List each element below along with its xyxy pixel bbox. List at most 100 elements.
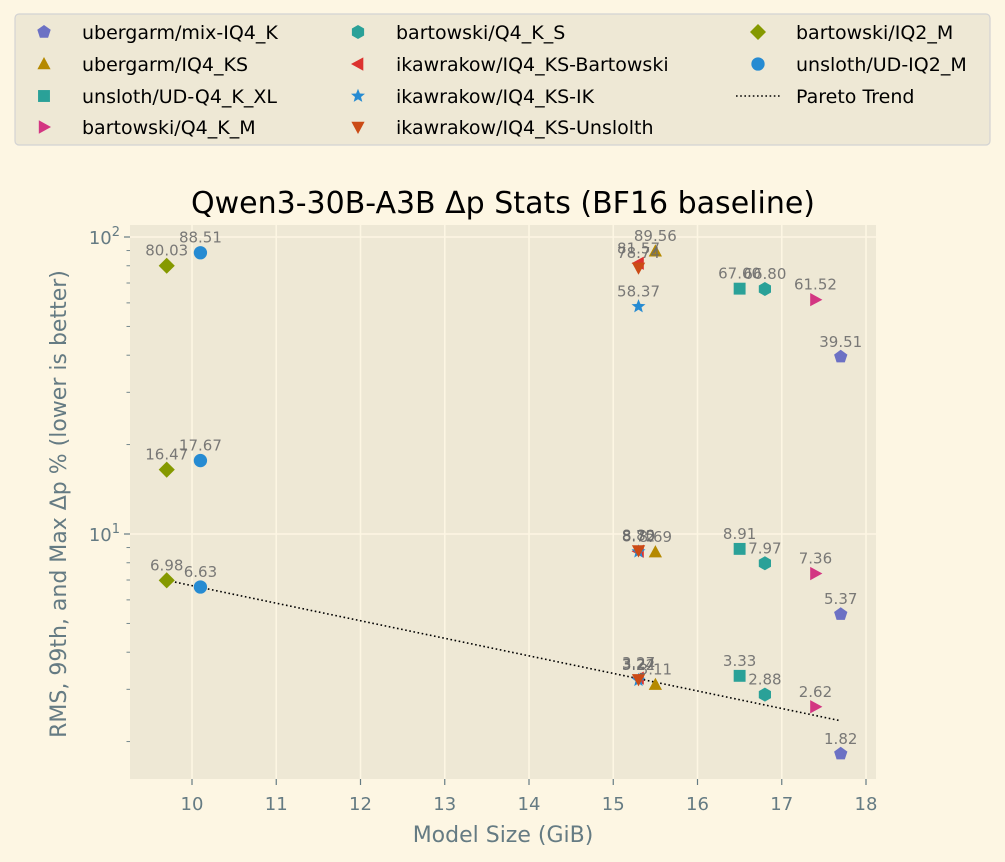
y-axis: 101 102 (89, 225, 130, 743)
point-label-unsloth-ud-iq2-m: 17.67 (179, 437, 222, 455)
point-label-ubergarm-iq4-ks: 89.56 (634, 227, 677, 245)
x-tick-label: 14 (518, 794, 541, 815)
point-labels: 39.51 5.37 1.82 89.56 8.69 3.11 67.00 8.91 3.33 6… (145, 227, 862, 748)
point-label-bartowski-q4-k-s: 7.97 (748, 539, 781, 557)
point-ubergarm-iq4-ks (648, 244, 662, 257)
legend-marker-unsloth-ud-iq2-m (751, 57, 765, 71)
x-tick-label: 15 (602, 794, 625, 815)
legend-marker-ikawrakow-iq4-ks-unslolth (351, 121, 365, 134)
point-unsloth-ud-q4-k-xl (733, 282, 746, 295)
legend-label-pareto-trend: Pareto Trend (796, 86, 914, 108)
point-label-ikawrakow-iq4-ks-bartowski: 3.27 (622, 654, 655, 672)
legend-marker-unsloth-ud-q4-k-xl (38, 90, 50, 102)
point-label-bartowski-iq2-m: 6.98 (150, 556, 183, 574)
legend-marker-ubergarm-mix-iq4-k (37, 25, 51, 38)
x-tick-label: 11 (265, 794, 288, 815)
point-ikawrakow-iq4-ks-unslolth (631, 674, 646, 687)
point-label-ubergarm-iq4-ks: 8.69 (639, 528, 672, 546)
point-bartowski-q4-k-s (758, 556, 771, 571)
y-tick-label: 102 (89, 225, 120, 249)
point-unsloth-ud-iq2-m (193, 580, 208, 594)
legend-marker-ubergarm-iq4-ks (37, 57, 51, 70)
x-tick-label: 10 (181, 794, 204, 815)
point-label-ubergarm-mix-iq4-k: 5.37 (824, 590, 857, 608)
pareto-trend-line (166, 579, 841, 722)
point-bartowski-q4-k-m (810, 293, 823, 307)
x-tick-label: 18 (855, 794, 878, 815)
legend-marker-ikawrakow-iq4-ks-bartowski (351, 57, 364, 71)
point-label-bartowski-q4-k-s: 2.88 (748, 671, 781, 689)
point-bartowski-q4-k-s (758, 282, 771, 296)
data-points (158, 244, 848, 760)
point-label-ikawrakow-iq4-ks-unslolth: 78.74 (617, 244, 660, 262)
point-label-bartowski-q4-k-s: 66.80 (743, 265, 786, 283)
legend-marker-bartowski-q4-k-m (38, 120, 51, 134)
legend-marker-bartowski-iq2-m (750, 24, 766, 40)
point-label-ikawrakow-iq4-ks-ik: 3.22 (622, 656, 655, 674)
legend-label-unsloth-ud-q4-k-xl: unsloth/UD-Q4_K_XL (82, 86, 277, 108)
point-label-unsloth-ud-iq2-m: 6.63 (184, 563, 217, 581)
plot-area (130, 225, 876, 779)
point-label-bartowski-iq2-m: 16.47 (145, 446, 188, 464)
y-tick-label: 101 (89, 522, 120, 546)
point-bartowski-iq2-m (158, 572, 175, 589)
point-label-ikawrakow-iq4-ks-bartowski: 81.57 (617, 239, 660, 257)
x-tick-label: 16 (686, 794, 709, 815)
legend-label-ikawrakow-iq4-ks-unslolth: ikawrakow/IQ4_KS-Unslolth (396, 117, 654, 139)
point-unsloth-ud-q4-k-xl (733, 669, 746, 682)
legend-label-ubergarm-mix-iq4-k: ubergarm/mix-IQ4_K (82, 22, 278, 44)
point-label-bartowski-q4-k-m: 7.36 (799, 550, 832, 568)
point-ubergarm-mix-iq4-k (834, 746, 848, 760)
legend-marker-bartowski-q4-k-s (351, 25, 365, 39)
point-label-ikawrakow-iq4-ks-unslolth: 3.24 (622, 655, 655, 673)
point-ubergarm-iq4-ks (648, 677, 662, 690)
point-ikawrakow-iq4-ks-ik (631, 299, 646, 313)
point-label-ubergarm-mix-iq4-k: 1.82 (824, 730, 857, 748)
x-tick-label: 12 (349, 794, 372, 815)
y-axis-label: RMS, 99th, and Max Δp % (lower is better… (47, 270, 72, 738)
point-label-bartowski-iq2-m: 80.03 (145, 242, 188, 260)
point-label-unsloth-ud-iq2-m: 88.51 (179, 229, 222, 247)
x-tick-label: 17 (770, 794, 793, 815)
point-ikawrakow-iq4-ks-unslolth (631, 262, 646, 275)
point-bartowski-iq2-m (158, 257, 175, 274)
legend-label-bartowski-iq2-m: bartowski/IQ2_M (796, 22, 953, 44)
point-label-bartowski-q4-k-m: 61.52 (794, 276, 837, 294)
legend-frame (14, 13, 991, 146)
point-bartowski-q4-k-m (810, 566, 823, 581)
point-label-ikawrakow-iq4-ks-ik: 58.37 (617, 282, 660, 300)
legend-marker-ikawrakow-iq4-ks-ik (351, 88, 365, 102)
point-label-ubergarm-mix-iq4-k: 39.51 (819, 333, 862, 351)
point-ubergarm-iq4-ks (648, 545, 662, 558)
legend-label-unsloth-ud-iq2-m: unsloth/UD-IQ2_M (796, 54, 967, 76)
chart-title: Qwen3-30B-A3B Δp Stats (BF16 baseline) (191, 186, 815, 221)
legend-label-bartowski-q4-k-s: bartowski/Q4_K_S (396, 22, 565, 44)
grid-lines (130, 225, 876, 779)
x-axis: 10 11 12 13 14 15 16 17 18 (181, 779, 878, 815)
point-unsloth-ud-iq2-m (193, 246, 208, 260)
point-label-unsloth-ud-q4-k-xl: 67.00 (718, 265, 761, 283)
point-bartowski-q4-k-m (810, 700, 823, 714)
point-ikawrakow-iq4-ks-unslolth (631, 545, 646, 558)
point-label-ikawrakow-iq4-ks-ik: 8.72 (622, 528, 655, 546)
legend-label-bartowski-q4-k-m: bartowski/Q4_K_M (82, 117, 256, 139)
x-axis-label: Model Size (GiB) (413, 823, 594, 848)
point-label-ikawrakow-iq4-ks-unslolth: 8.80 (622, 526, 655, 544)
point-label-ikawrakow-iq4-ks-bartowski: 8.75 (622, 527, 655, 545)
point-label-unsloth-ud-q4-k-xl: 8.91 (723, 525, 756, 543)
x-tick-label: 13 (433, 794, 456, 815)
legend-label-ikawrakow-iq4-ks-ik: ikawrakow/IQ4_KS-IK (396, 86, 595, 108)
point-ubergarm-mix-iq4-k (834, 349, 848, 363)
legend-label-ikawrakow-iq4-ks-bartowski: ikawrakow/IQ4_KS-Bartowski (396, 54, 669, 76)
legend-label-ubergarm-iq4-ks: ubergarm/IQ4_KS (82, 54, 248, 76)
pareto-trend (166, 579, 841, 722)
legend: ubergarm/mix-IQ4_Kubergarm/IQ4_KSunsloth… (14, 13, 991, 146)
point-unsloth-ud-iq2-m (193, 453, 208, 468)
point-label-unsloth-ud-q4-k-xl: 3.33 (723, 652, 756, 670)
point-bartowski-iq2-m (158, 461, 175, 478)
point-ubergarm-mix-iq4-k (834, 607, 848, 620)
point-label-bartowski-q4-k-m: 2.62 (799, 683, 832, 701)
point-unsloth-ud-q4-k-xl (733, 542, 746, 555)
point-bartowski-q4-k-s (758, 687, 771, 702)
